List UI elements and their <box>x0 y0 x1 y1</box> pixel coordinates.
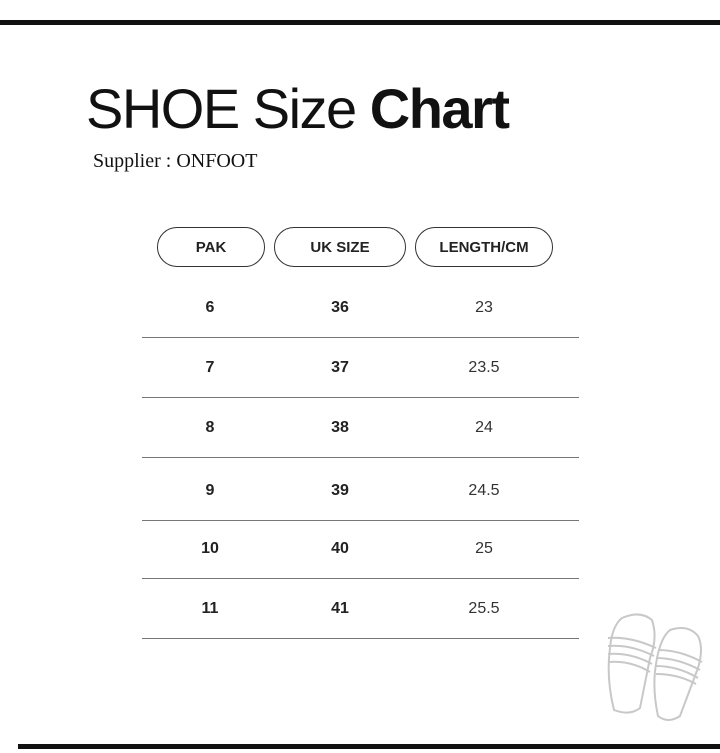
pak-cell: 10 <box>201 540 219 557</box>
uk-size-cell: 41 <box>331 600 349 617</box>
slippers-icon <box>607 613 703 721</box>
right-slipper-icon <box>653 627 703 721</box>
table-row: 7 37 23.5 <box>142 338 579 398</box>
length-cell: 25 <box>475 540 493 557</box>
length-cell: 23 <box>475 299 493 316</box>
uk-size-cell: 40 <box>331 540 349 557</box>
row-divider <box>142 336 579 338</box>
header-pak: PAK <box>157 227 265 267</box>
table-row: 11 41 25.5 <box>142 579 579 639</box>
length-cell: 24.5 <box>468 482 500 499</box>
pak-cell: 9 <box>205 482 215 499</box>
length-cell: 24 <box>475 419 493 436</box>
row-divider <box>142 456 579 458</box>
title-light: SHOE Size <box>86 77 357 140</box>
row-divider <box>142 396 579 398</box>
bottom-rule <box>18 744 720 749</box>
supplier-label: Supplier : ONFOOT <box>93 150 258 172</box>
pak-cell: 6 <box>205 299 215 316</box>
table-row: 10 40 25 <box>142 519 579 579</box>
pak-cell: 8 <box>205 419 215 436</box>
length-cell: 25.5 <box>468 600 500 617</box>
pak-cell: 7 <box>205 359 215 376</box>
uk-size-cell: 38 <box>331 419 349 436</box>
left-slipper-icon <box>607 613 657 714</box>
title-bold: Chart <box>369 77 510 140</box>
uk-size-cell: 36 <box>331 299 349 316</box>
row-divider <box>142 519 579 521</box>
pak-cell: 11 <box>201 600 219 617</box>
top-rule <box>0 20 720 25</box>
table-row: 8 38 24 <box>142 398 579 458</box>
table-row: 6 36 23 <box>142 278 579 338</box>
uk-size-cell: 37 <box>331 359 349 376</box>
uk-size-cell: 39 <box>331 482 349 499</box>
row-divider <box>142 637 579 639</box>
header-length: LENGTH/CM <box>415 227 553 267</box>
page-title: SHOE Size Chart <box>86 76 510 142</box>
row-divider <box>142 577 579 579</box>
header-uk-size: UK SIZE <box>274 227 406 267</box>
table-row: 9 39 24.5 <box>142 461 579 521</box>
length-cell: 23.5 <box>468 359 500 376</box>
